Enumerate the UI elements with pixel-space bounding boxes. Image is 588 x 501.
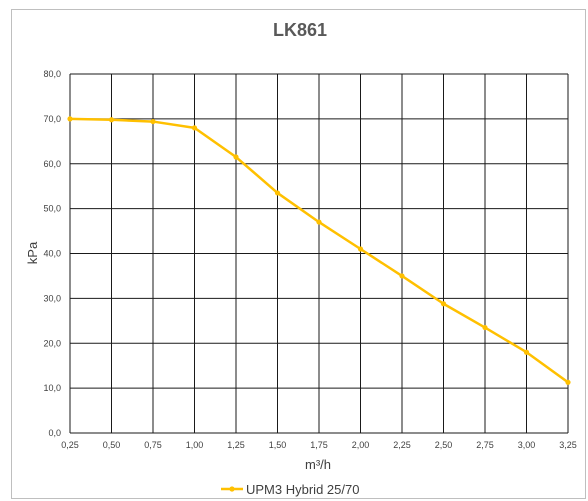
data-point <box>440 301 447 307</box>
y-tick-label: 20,0 <box>43 338 61 348</box>
data-point <box>67 116 73 122</box>
x-tick-label: 3,25 <box>559 440 577 450</box>
data-point <box>523 349 530 355</box>
data-point <box>399 273 405 279</box>
x-tick-label: 0,75 <box>144 440 162 450</box>
y-tick-label: 50,0 <box>43 204 61 214</box>
x-tick-label: 0,50 <box>103 440 121 450</box>
x-tick-label: 1,00 <box>186 440 204 450</box>
x-tick-label: 1,25 <box>227 440 245 450</box>
y-tick-label: 80,0 <box>43 69 61 79</box>
data-point <box>233 154 239 160</box>
x-tick-label: 1,75 <box>310 440 328 450</box>
x-tick-label: 2,00 <box>352 440 370 450</box>
y-tick-label: 60,0 <box>43 159 61 169</box>
y-tick-label: 10,0 <box>43 383 61 393</box>
chart-title: LK861 <box>273 20 327 40</box>
x-ticks: 0,25 0,50 0,75 1,00 1,25 1,50 1,75 2,00 2,25 2,50… <box>61 440 577 450</box>
data-point <box>108 117 115 123</box>
y-tick-label: 40,0 <box>43 249 61 259</box>
grid <box>69 73 569 434</box>
data-point <box>565 379 571 385</box>
legend-label: UPM3 Hybrid 25/70 <box>246 482 359 497</box>
data-point <box>191 125 198 131</box>
x-tick-label: 2,25 <box>393 440 411 450</box>
x-tick-label: 3,00 <box>518 440 536 450</box>
y-tick-label: 30,0 <box>43 293 61 303</box>
data-point <box>150 118 156 125</box>
x-tick-label: 2,75 <box>476 440 494 450</box>
x-tick-label: 1,50 <box>269 440 287 450</box>
y-axis-label: kPa <box>25 241 40 264</box>
data-point <box>316 219 322 225</box>
y-tick-label: 70,0 <box>43 114 61 124</box>
data-point <box>274 190 281 196</box>
series-layer <box>67 116 571 385</box>
y-ticks: 0,0 10,0 20,0 30,0 40,0 50,0 60,0 70,0 80,0 <box>43 69 61 438</box>
x-tick-label: 2,50 <box>435 440 453 450</box>
data-point <box>482 324 488 331</box>
x-axis-label: m³/h <box>305 457 331 472</box>
legend-marker <box>229 486 235 492</box>
data-point <box>357 246 364 252</box>
x-tick-label: 0,25 <box>61 440 79 450</box>
legend: UPM3 Hybrid 25/70 <box>221 482 359 497</box>
y-tick-label: 0,0 <box>48 428 61 438</box>
